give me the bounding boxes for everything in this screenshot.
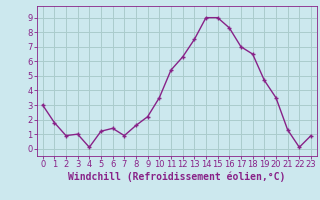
- X-axis label: Windchill (Refroidissement éolien,°C): Windchill (Refroidissement éolien,°C): [68, 172, 285, 182]
